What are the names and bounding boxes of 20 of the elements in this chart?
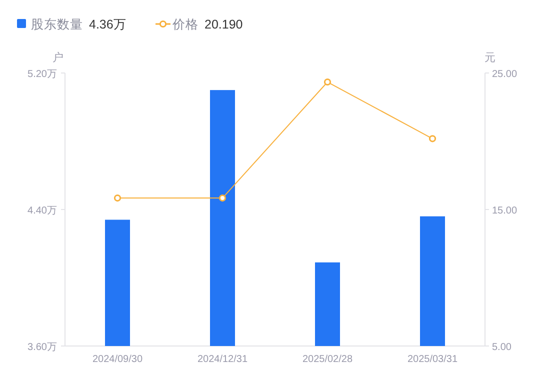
y-tick-label: 4.40万 bbox=[28, 206, 57, 216]
y2-tick-label: 25.00 bbox=[492, 69, 518, 80]
x-tick-label: 2024/09/30 bbox=[92, 354, 143, 365]
text: 20.190 bbox=[204, 18, 243, 32]
x-tick-label: 2024/12/31 bbox=[197, 354, 248, 365]
point bbox=[428, 135, 436, 142]
legend-label: 股东数量 bbox=[31, 18, 83, 32]
x-tick-label: 2025/02/28 bbox=[302, 354, 353, 365]
y-axis-title: 户 bbox=[52, 51, 64, 64]
y2-axis-title: 元 bbox=[484, 52, 496, 64]
y2-tick-label: 15.00 bbox=[492, 206, 518, 216]
point bbox=[114, 194, 122, 202]
y-tick-label: 3.60万 bbox=[28, 342, 57, 353]
y-tick-label: 5.20万 bbox=[28, 69, 57, 80]
text: 4.36万 bbox=[89, 18, 126, 32]
point bbox=[324, 78, 332, 86]
point bbox=[218, 194, 226, 202]
x-tick-label: 2025/03/31 bbox=[407, 354, 458, 365]
legend-label: 价格 bbox=[172, 18, 198, 32]
y2-tick-label: 5.00 bbox=[492, 342, 512, 353]
